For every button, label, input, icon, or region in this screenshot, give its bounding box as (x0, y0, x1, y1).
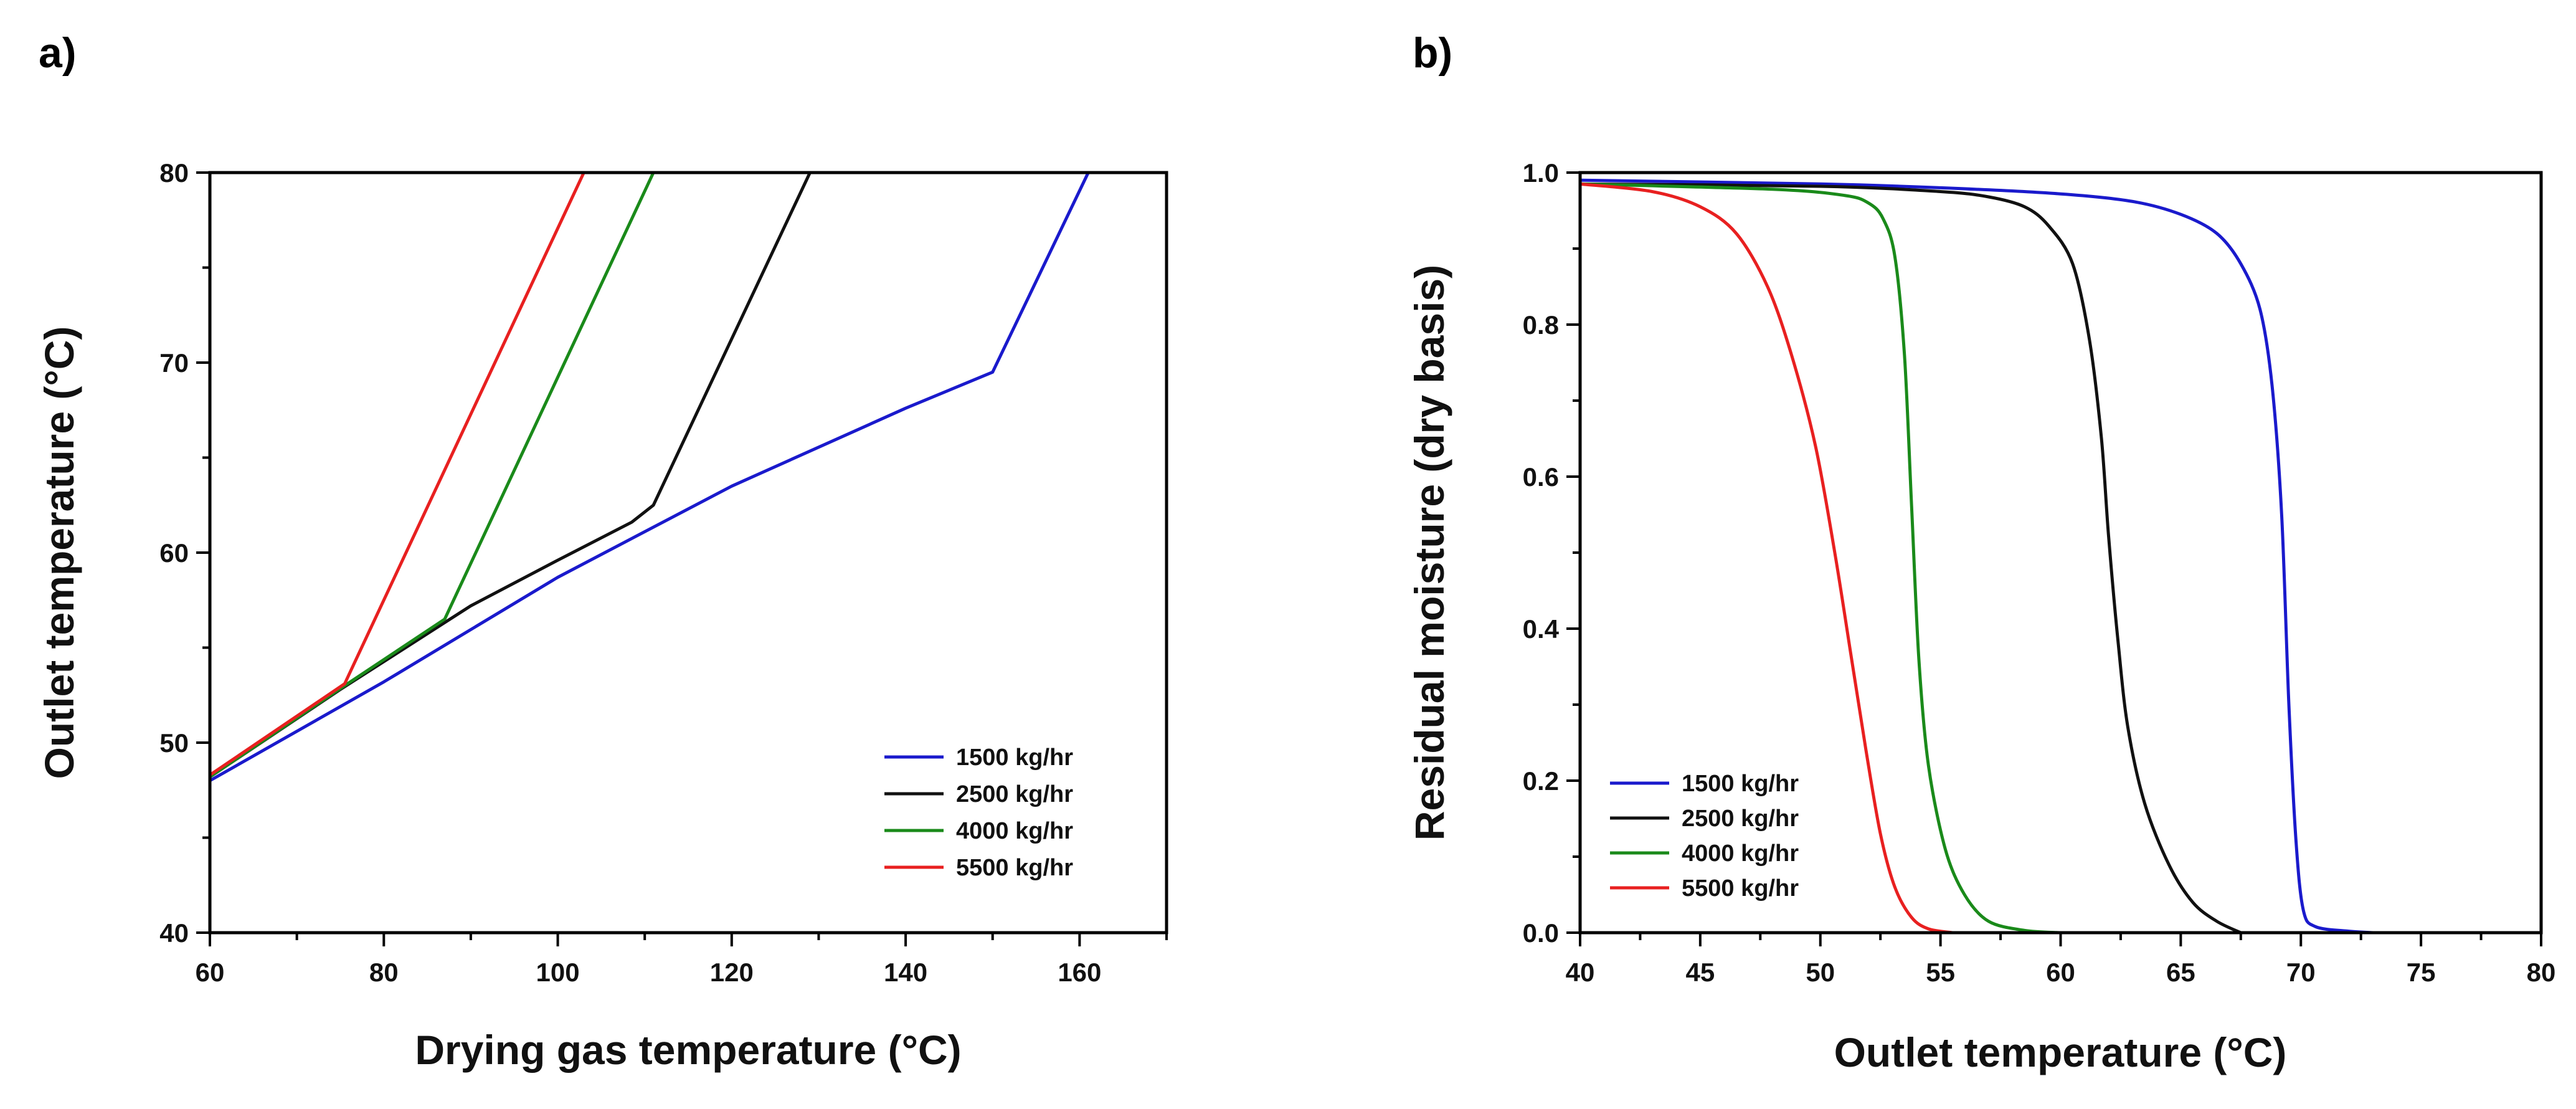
chart-b: b) 40 45 50 55 60 65 70 75 800.00.20.40.60.81.0 … (1406, 29, 2555, 1075)
chart-a-series (210, 173, 1090, 783)
chart-b-ticks: 40 45 50 55 60 65 70 75 80 0.0 0.2 0.4 0.6 0.8 1.0 (1523, 158, 2556, 987)
x-tick-label: 60 (196, 958, 225, 987)
x-tick-label: 160 (1058, 958, 1101, 987)
panel-b-label: b) (1413, 29, 1452, 77)
chart-a-ylabel: Outlet temperature (°C) (36, 326, 82, 779)
y-tick-label: 1.0 (1523, 158, 1559, 188)
chart-b-ylabel: Residual moisture (dry basis) (1406, 265, 1452, 840)
y-tick-label: 0.6 (1523, 462, 1559, 492)
y-tick-label: 0.4 (1523, 614, 1560, 644)
chart-a-ticks: 60 80 100 120 140 160 40 50 60 70 80 (159, 158, 1168, 987)
chart-b-plot-frame (1578, 171, 2543, 935)
chart-b-series (1580, 178, 2375, 933)
y-tick-label: 0.2 (1523, 766, 1559, 796)
x-tick-label: 40 (1566, 958, 1595, 987)
series-line-4000-kg-hr (210, 173, 655, 779)
x-tick-label: 100 (536, 958, 580, 987)
chart-a-xlabel: Drying gas temperature (°C) (415, 1027, 961, 1073)
legend-label: 5500 kg/hr (956, 855, 1073, 881)
legend-label: 5500 kg/hr (1682, 875, 1799, 902)
y-tick-label: 60 (159, 538, 189, 568)
panel-a-label: a) (39, 29, 76, 77)
chart-a: a) 60 80 100 120 140 160 40 50 60 70 80 Drying gas… (36, 29, 1168, 1073)
x-tick-label: 80 (369, 958, 399, 987)
series-line-5500-kg-hr (210, 173, 585, 777)
x-tick-label: 55 (1926, 958, 1955, 987)
series-line-2500-kg-hr (210, 173, 812, 779)
x-tick-label: 120 (710, 958, 754, 987)
chart-b-legend: 1500 kg/hr 2500 kg/hr 4000 kg/hr 5500 kg/hr (1610, 771, 1799, 902)
y-tick-label: 50 (159, 728, 189, 758)
y-tick-label: 0.8 (1523, 310, 1559, 340)
legend-label: 4000 kg/hr (956, 818, 1073, 844)
series-line-1500-kg-hr (1580, 178, 2375, 933)
y-tick-label: 40 (159, 918, 189, 948)
y-tick-label: 0.0 (1523, 918, 1559, 948)
x-tick-label: 65 (2166, 958, 2195, 987)
series-line-5500-kg-hr (1580, 182, 1954, 933)
chart-a-legend: 1500 kg/hr 2500 kg/hr 4000 kg/hr 5500 kg/hr (884, 745, 1073, 881)
chart-b-xlabel: Outlet temperature (°C) (1834, 1029, 2287, 1075)
y-tick-label: 80 (159, 158, 189, 188)
y-tick-label: 70 (159, 348, 189, 378)
x-tick-label: 60 (2046, 958, 2075, 987)
series-line-1500-kg-hr (210, 173, 1090, 783)
x-tick-label: 75 (2407, 958, 2436, 987)
chart-a-plot-frame (208, 171, 1168, 935)
x-tick-label: 45 (1686, 958, 1715, 987)
legend-label: 1500 kg/hr (956, 745, 1073, 771)
legend-label: 4000 kg/hr (1682, 840, 1799, 867)
x-tick-label: 140 (884, 958, 927, 987)
series-line-4000-kg-hr (1580, 182, 2062, 933)
series-line-2500-kg-hr (1580, 182, 2243, 933)
legend-label: 1500 kg/hr (1682, 771, 1799, 797)
legend-label: 2500 kg/hr (1682, 806, 1799, 832)
x-tick-label: 70 (2286, 958, 2316, 987)
legend-label: 2500 kg/hr (956, 781, 1073, 807)
x-tick-label: 50 (1806, 958, 1835, 987)
x-tick-label: 80 (2527, 958, 2556, 987)
